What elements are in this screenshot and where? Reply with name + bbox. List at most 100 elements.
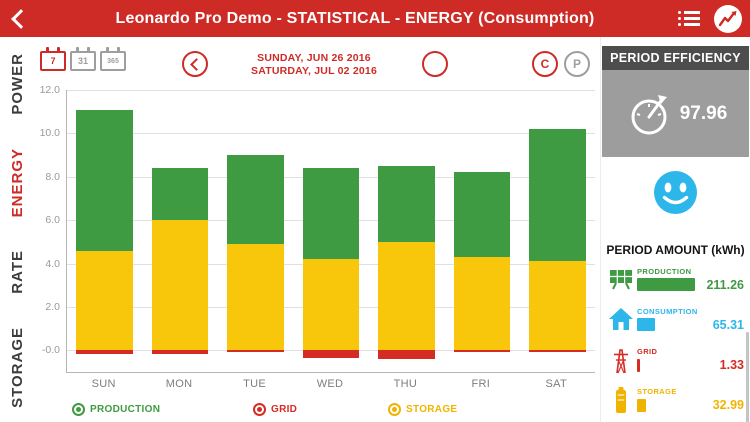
sidebar-item-energy[interactable]: ENERGY xyxy=(8,147,26,218)
chevron-left-icon xyxy=(190,57,203,71)
y-axis-labels: 12.0 10.0 8.0 6.0 4.0 2.0 -0.0 xyxy=(34,84,62,372)
bar-storage-wed xyxy=(302,259,360,351)
range-7-days-button[interactable]: 7 xyxy=(40,47,66,71)
consumption-amount-value: 65.31 xyxy=(712,317,744,332)
y-tick-label: 10.0 xyxy=(39,127,60,140)
period-amount-title: PERIOD AMOUNT (kWh) xyxy=(606,243,745,257)
bar-production-wed xyxy=(302,168,360,260)
y-tick-label: 6.0 xyxy=(45,214,60,227)
bar-storage-mon xyxy=(151,220,209,351)
bar-storage-thu xyxy=(378,241,435,351)
x-tick-label: MON xyxy=(165,378,193,390)
date-range-end: SATURDAY, JUL 02 2016 xyxy=(251,65,377,77)
logo-chart-icon xyxy=(718,10,737,26)
consumption-toggle-button[interactable]: C xyxy=(532,51,558,77)
grid-amount-value: 1.33 xyxy=(719,358,744,373)
bar-grid-sat xyxy=(529,350,586,352)
right-panel: PERIOD EFFICIENCY 97.96 PERIOD AMOUNT (k… xyxy=(600,37,750,422)
row-label: CONSUMPTION xyxy=(637,306,698,316)
y-tick-label: 2.0 xyxy=(45,300,60,313)
x-tick-label: TUE xyxy=(243,378,267,390)
bar-production-sun xyxy=(76,109,133,251)
amount-rows: PRODUCTION 211.26 CONSUMPTION xyxy=(607,261,744,418)
row-label: STORAGE xyxy=(637,387,677,397)
range-365-days-button[interactable]: 365 xyxy=(100,47,126,71)
back-button[interactable] xyxy=(0,0,38,37)
bar-storage-sat xyxy=(529,261,586,351)
x-tick-label: SAT xyxy=(545,378,568,390)
production-amount-bar xyxy=(637,278,695,291)
bar-grid-thu xyxy=(378,350,435,359)
x-axis-labels: SUN MON TUE WED THU FRI SAT xyxy=(66,378,594,392)
x-tick-label: WED xyxy=(316,378,344,390)
bar-storage-sun xyxy=(76,250,133,351)
bar-production-sat xyxy=(529,129,586,262)
storage-amount-value: 32.99 xyxy=(712,398,744,413)
solar-panel-icon xyxy=(607,267,634,291)
plot-area xyxy=(66,90,595,373)
page-title: Leonardo Pro Demo - STATISTICAL - ENERGY… xyxy=(115,9,595,27)
x-tick-label: SUN xyxy=(91,378,116,390)
amount-row-consumption: CONSUMPTION 65.31 xyxy=(607,301,744,337)
legend-item-storage: STORAGE xyxy=(388,403,457,416)
sidebar-item-rate[interactable]: RATE xyxy=(8,250,26,294)
grid-amount-bar xyxy=(637,358,640,372)
efficiency-smiley xyxy=(601,169,750,216)
bar-production-thu xyxy=(378,165,435,242)
chart-legend: PRODUCTION GRID STORAGE xyxy=(66,403,594,419)
x-tick-label: THU xyxy=(393,378,418,390)
period-efficiency-title: PERIOD EFFICIENCY xyxy=(602,46,749,70)
sidebar: POWER ENERGY RATE STORAGE xyxy=(0,37,34,422)
bar-storage-tue xyxy=(227,244,284,351)
date-range-start: SUNDAY, JUN 26 2016 xyxy=(257,52,371,64)
legend-label: STORAGE xyxy=(406,404,458,415)
legend-item-production: PRODUCTION xyxy=(72,403,160,416)
power-pylon-icon xyxy=(607,346,634,374)
legend-dot-storage xyxy=(388,403,401,416)
bar-grid-fri xyxy=(453,350,511,353)
y-tick-label: 12.0 xyxy=(39,84,60,96)
row-label: GRID xyxy=(637,347,658,357)
gauge-icon xyxy=(631,94,667,134)
legend-dot-grid xyxy=(253,403,266,416)
bar-grid-mon xyxy=(151,350,209,354)
production-toggle-button[interactable]: P xyxy=(564,51,590,77)
amount-row-production: PRODUCTION 211.26 xyxy=(607,261,744,297)
y-tick-label: -0.0 xyxy=(41,344,60,357)
bar-grid-tue xyxy=(227,350,284,353)
battery-icon xyxy=(607,386,634,414)
y-tick-label: 8.0 xyxy=(45,170,60,183)
sidebar-item-storage[interactable]: STORAGE xyxy=(8,327,26,408)
bar-production-fri xyxy=(453,172,511,257)
legend-label: PRODUCTION xyxy=(90,404,161,415)
efficiency-value: 97.96 xyxy=(679,102,728,124)
sidebar-item-power[interactable]: POWER xyxy=(8,53,26,115)
x-tick-label: FRI xyxy=(471,378,491,390)
house-icon xyxy=(607,307,634,331)
bar-grid-sun xyxy=(76,350,133,354)
gridline xyxy=(67,133,595,135)
storage-amount-bar xyxy=(637,398,647,412)
list-menu-icon[interactable] xyxy=(678,8,704,29)
efficiency-gauge-box: 97.96 xyxy=(602,70,749,157)
range-31-days-button[interactable]: 31 xyxy=(70,47,96,71)
app-logo[interactable] xyxy=(714,4,742,33)
gridline xyxy=(67,90,595,91)
scrollbar[interactable] xyxy=(746,332,749,422)
amount-row-storage: STORAGE 32.99 xyxy=(607,382,744,418)
production-amount-value: 211.26 xyxy=(706,277,744,292)
legend-label: GRID xyxy=(271,404,298,415)
header-bar: Leonardo Pro Demo - STATISTICAL - ENERGY… xyxy=(0,0,750,37)
legend-dot-production xyxy=(72,403,85,416)
date-range-label: SUNDAY, JUN 26 2016 SATURDAY, JUL 02 201… xyxy=(202,52,426,78)
amount-row-grid: GRID 1.33 xyxy=(607,342,744,378)
previous-period-button[interactable] xyxy=(182,51,208,77)
consumption-amount-bar xyxy=(637,318,655,332)
bar-grid-wed xyxy=(302,350,360,358)
next-period-button[interactable] xyxy=(422,51,448,77)
y-tick-label: 4.0 xyxy=(45,257,60,270)
row-label: PRODUCTION xyxy=(637,266,692,276)
range-selector: 7 31 365 xyxy=(40,45,126,71)
bar-storage-fri xyxy=(453,257,511,351)
